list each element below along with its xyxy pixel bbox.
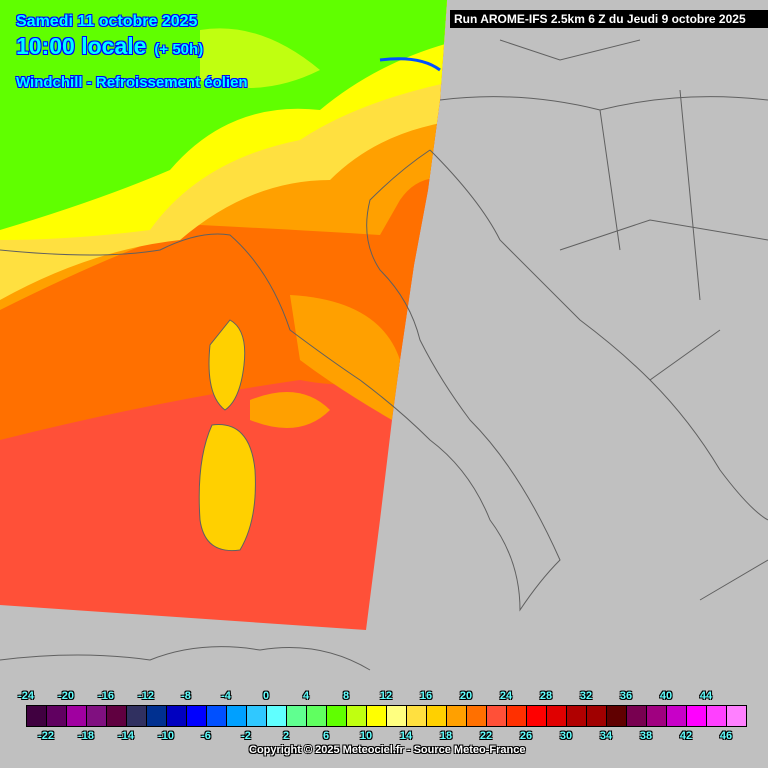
borders bbox=[0, 39, 768, 671]
legend-label: -8 bbox=[181, 690, 191, 702]
legend-label: -18 bbox=[78, 730, 94, 742]
legend-label: 18 bbox=[439, 730, 453, 742]
legend-swatch bbox=[727, 706, 746, 726]
legend-label: 12 bbox=[379, 690, 393, 702]
run-banner: Run AROME-IFS 2.5km 6 Z du Jeudi 9 octob… bbox=[450, 10, 768, 28]
parameter-title: Windchill - Refroissement éolien bbox=[16, 74, 248, 91]
legend-swatch bbox=[87, 706, 107, 726]
legend-label: -22 bbox=[38, 730, 54, 742]
legend-swatch bbox=[667, 706, 687, 726]
legend-swatch bbox=[187, 706, 207, 726]
legend-label: -20 bbox=[58, 690, 74, 702]
legend-swatch bbox=[587, 706, 607, 726]
copyright: Copyright © 2025 Meteociel.fr - Source M… bbox=[249, 744, 526, 756]
legend-label: 26 bbox=[519, 730, 533, 742]
legend-swatch bbox=[127, 706, 147, 726]
legend-label: 32 bbox=[579, 690, 593, 702]
legend-label: 40 bbox=[659, 690, 673, 702]
legend-swatch bbox=[207, 706, 227, 726]
legend-swatch bbox=[467, 706, 487, 726]
forecast-time: 10:00 locale (+ 50h) bbox=[16, 33, 203, 60]
legend-swatch bbox=[147, 706, 167, 726]
legend-label: -12 bbox=[138, 690, 154, 702]
legend-label: 34 bbox=[599, 730, 613, 742]
legend-label: 30 bbox=[559, 730, 573, 742]
legend-label: -14 bbox=[118, 730, 134, 742]
legend-label: 0 bbox=[262, 690, 270, 702]
legend-swatch bbox=[407, 706, 427, 726]
legend-swatch bbox=[687, 706, 707, 726]
legend-swatch bbox=[267, 706, 287, 726]
legend-swatch bbox=[627, 706, 647, 726]
lead-time: (+ 50h) bbox=[154, 41, 204, 58]
legend-label: -24 bbox=[18, 690, 34, 702]
legend-swatch bbox=[47, 706, 67, 726]
legend-swatch bbox=[327, 706, 347, 726]
local-time: 10:00 locale bbox=[16, 33, 147, 59]
legend-swatch bbox=[607, 706, 627, 726]
legend-label: -6 bbox=[201, 730, 211, 742]
legend-label: 28 bbox=[539, 690, 553, 702]
legend-swatch bbox=[247, 706, 267, 726]
legend-label: 42 bbox=[679, 730, 693, 742]
legend-label: 16 bbox=[419, 690, 433, 702]
sardinia bbox=[199, 424, 256, 551]
legend-swatch bbox=[167, 706, 187, 726]
legend-swatch bbox=[227, 706, 247, 726]
legend-swatch bbox=[647, 706, 667, 726]
legend-swatch bbox=[387, 706, 407, 726]
legend-swatch bbox=[567, 706, 587, 726]
legend-swatch bbox=[367, 706, 387, 726]
legend-swatch bbox=[527, 706, 547, 726]
legend-label: 2 bbox=[282, 730, 290, 742]
legend-label: 6 bbox=[322, 730, 330, 742]
corsica bbox=[209, 320, 245, 410]
legend-swatch bbox=[27, 706, 47, 726]
legend-swatch bbox=[107, 706, 127, 726]
color-legend bbox=[26, 705, 747, 727]
legend-label: 8 bbox=[342, 690, 350, 702]
legend-label: 4 bbox=[302, 690, 310, 702]
legend-label: 24 bbox=[499, 690, 513, 702]
legend-swatch bbox=[67, 706, 87, 726]
legend-label: -4 bbox=[221, 690, 231, 702]
legend-swatch bbox=[347, 706, 367, 726]
legend-swatch bbox=[707, 706, 727, 726]
model-domain bbox=[0, 0, 447, 630]
legend-label: 10 bbox=[359, 730, 373, 742]
legend-swatch bbox=[447, 706, 467, 726]
legend-swatch bbox=[507, 706, 527, 726]
legend-label: 46 bbox=[719, 730, 733, 742]
legend-label: -2 bbox=[241, 730, 251, 742]
legend-label: 44 bbox=[699, 690, 713, 702]
legend-swatch bbox=[487, 706, 507, 726]
legend-swatch bbox=[427, 706, 447, 726]
legend-swatch bbox=[547, 706, 567, 726]
legend-label: 38 bbox=[639, 730, 653, 742]
legend-label: 22 bbox=[479, 730, 493, 742]
legend-label: 20 bbox=[459, 690, 473, 702]
legend-label: 14 bbox=[399, 730, 413, 742]
legend-label: -16 bbox=[98, 690, 114, 702]
legend-swatch bbox=[287, 706, 307, 726]
legend-label: 36 bbox=[619, 690, 633, 702]
forecast-date: Samedi 11 octobre 2025 bbox=[16, 13, 198, 30]
legend-label: -10 bbox=[158, 730, 174, 742]
legend-swatch bbox=[307, 706, 327, 726]
